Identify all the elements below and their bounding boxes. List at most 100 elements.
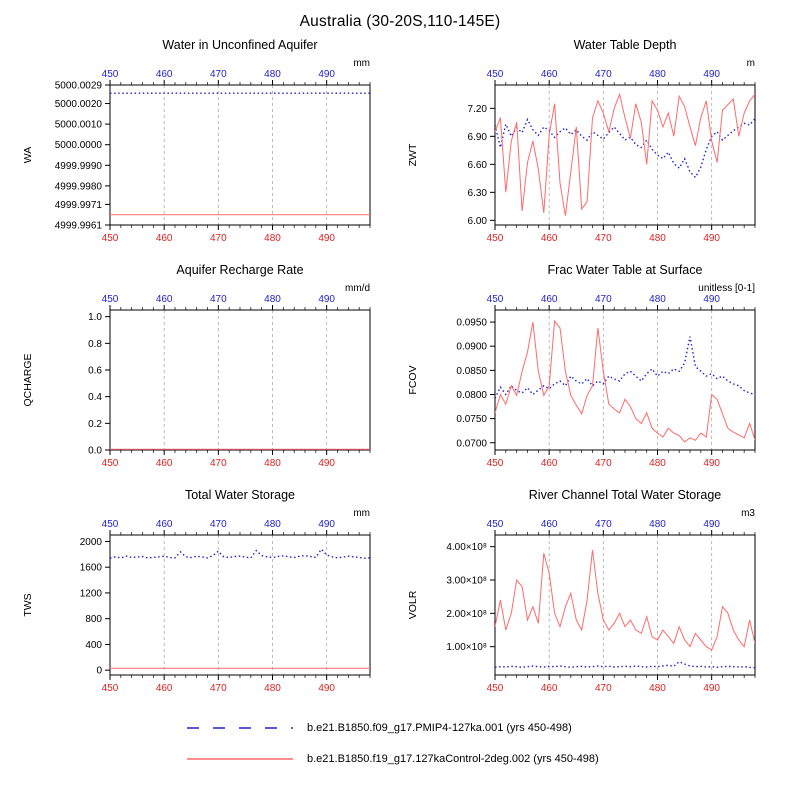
svg-text:mm/d: mm/d <box>345 283 370 294</box>
svg-text:470: 470 <box>210 233 227 244</box>
svg-text:River Channel Total Water Stor: River Channel Total Water Storage <box>529 488 722 502</box>
svg-text:ZWT: ZWT <box>407 143 419 166</box>
svg-text:unitless [0-1]: unitless [0-1] <box>698 283 755 294</box>
svg-text:480: 480 <box>264 683 281 694</box>
svg-text:7.20: 7.20 <box>468 104 488 115</box>
svg-text:400: 400 <box>85 640 102 651</box>
legend-label-pmip4: b.e21.B1850.f09_g17.PMIP4-127ka.001 (yrs… <box>307 722 572 734</box>
svg-text:WA: WA <box>22 147 34 164</box>
svg-text:m3: m3 <box>741 508 755 519</box>
svg-text:6.30: 6.30 <box>468 188 488 199</box>
svg-text:460: 460 <box>156 294 173 305</box>
svg-text:490: 490 <box>703 69 720 80</box>
svg-text:0.0: 0.0 <box>88 446 102 457</box>
svg-text:450: 450 <box>102 233 119 244</box>
svg-text:450: 450 <box>487 233 504 244</box>
svg-text:450: 450 <box>487 458 504 469</box>
svg-text:6.00: 6.00 <box>468 216 488 227</box>
legend-solid-line-sample <box>187 758 293 760</box>
svg-text:480: 480 <box>649 69 666 80</box>
svg-text:mm: mm <box>353 58 370 69</box>
chart-cell-fcov: 450 450 460 460 470 470 480 480 490 490 0.0700 0.07… <box>400 258 785 483</box>
svg-text:480: 480 <box>649 458 666 469</box>
svg-text:VOLR: VOLR <box>407 590 419 619</box>
svg-text:480: 480 <box>264 519 281 530</box>
svg-text:TWS: TWS <box>22 593 34 616</box>
chart-total-water-storage: 450 450 460 460 470 470 480 480 490 490 0 400 800 120… <box>22 488 371 694</box>
svg-text:460: 460 <box>156 683 173 694</box>
svg-text:1200: 1200 <box>80 588 103 599</box>
svg-text:460: 460 <box>156 458 173 469</box>
svg-text:470: 470 <box>210 69 227 80</box>
svg-text:470: 470 <box>595 519 612 530</box>
page-title: Australia (30-20S,110-145E) <box>299 13 501 30</box>
svg-text:480: 480 <box>649 519 666 530</box>
svg-text:460: 460 <box>541 683 558 694</box>
svg-text:490: 490 <box>703 294 720 305</box>
chart-cell-wa: 450 450 460 460 470 470 480 480 490 490 4999.9961 4… <box>15 33 400 258</box>
svg-text:470: 470 <box>595 683 612 694</box>
svg-text:490: 490 <box>318 458 335 469</box>
svg-text:460: 460 <box>541 519 558 530</box>
svg-text:2000: 2000 <box>80 537 103 548</box>
svg-text:Water Table Depth: Water Table Depth <box>574 38 677 52</box>
svg-text:0: 0 <box>96 666 102 677</box>
svg-text:470: 470 <box>210 683 227 694</box>
svg-text:470: 470 <box>595 294 612 305</box>
svg-text:2.00×10⁸: 2.00×10⁸ <box>446 609 487 620</box>
svg-text:480: 480 <box>649 294 666 305</box>
svg-text:0.2: 0.2 <box>88 419 102 430</box>
chart-water-table-depth: 450 450 460 460 470 470 480 480 490 490 6.00 6.30 6.… <box>407 38 756 244</box>
legend-dashed-line-sample <box>187 727 293 729</box>
svg-text:5000.0010: 5000.0010 <box>55 120 103 131</box>
svg-text:470: 470 <box>210 294 227 305</box>
svg-text:480: 480 <box>649 683 666 694</box>
plot-page: Australia (30-20S,110-145E) 450 450 460 460… <box>0 13 800 765</box>
svg-text:0.4: 0.4 <box>88 392 102 403</box>
svg-text:0.0750: 0.0750 <box>456 414 487 425</box>
svg-text:0.0850: 0.0850 <box>456 366 487 377</box>
svg-text:450: 450 <box>102 683 119 694</box>
chart-frac-water-table-surface: 450 450 460 460 470 470 480 480 490 490 0.0700 0.07… <box>407 263 756 469</box>
svg-text:5000.0020: 5000.0020 <box>55 99 103 110</box>
legend: b.e21.B1850.f09_g17.PMIP4-127ka.001 (yrs… <box>0 722 800 765</box>
svg-text:460: 460 <box>156 233 173 244</box>
svg-text:4999.9980: 4999.9980 <box>55 181 103 192</box>
chart-cell-volr: 450 450 460 460 470 470 480 480 490 490 1.00×10⁸ 2.… <box>400 483 785 708</box>
svg-text:480: 480 <box>264 458 281 469</box>
chart-cell-qcharge: 450 450 460 460 470 470 480 480 490 490 0.0 0.2 0.4 0… <box>15 258 400 483</box>
svg-text:4999.9961: 4999.9961 <box>55 221 103 232</box>
svg-text:490: 490 <box>703 458 720 469</box>
legend-entry-pmip4: b.e21.B1850.f09_g17.PMIP4-127ka.001 (yrs… <box>185 722 800 734</box>
svg-text:450: 450 <box>487 683 504 694</box>
chart-water-unconfined-aquifer: 450 450 460 460 470 470 480 480 490 490 4999.9961 4… <box>22 38 371 244</box>
svg-text:460: 460 <box>541 69 558 80</box>
svg-text:450: 450 <box>102 519 119 530</box>
svg-text:0.6: 0.6 <box>88 366 102 377</box>
svg-text:5000.0029: 5000.0029 <box>55 81 103 92</box>
svg-text:Frac Water Table at Surface: Frac Water Table at Surface <box>548 263 703 277</box>
svg-text:1600: 1600 <box>80 563 103 574</box>
svg-text:460: 460 <box>541 233 558 244</box>
svg-text:450: 450 <box>487 294 504 305</box>
svg-text:1.0: 1.0 <box>88 312 102 323</box>
svg-text:0.0950: 0.0950 <box>456 318 487 329</box>
svg-text:5000.0000: 5000.0000 <box>55 140 103 151</box>
legend-label-control: b.e21.B1850.f19_g17.127kaControl-2deg.00… <box>307 753 599 765</box>
svg-text:mm: mm <box>353 508 370 519</box>
svg-text:3.00×10⁸: 3.00×10⁸ <box>446 576 487 587</box>
chart-cell-zwt: 450 450 460 460 470 470 480 480 490 490 6.00 6.30 6.… <box>400 33 785 258</box>
svg-text:490: 490 <box>318 233 335 244</box>
svg-text:460: 460 <box>541 294 558 305</box>
chart-cell-tws: 450 450 460 460 470 470 480 480 490 490 0 400 800 120… <box>15 483 400 708</box>
svg-text:490: 490 <box>703 683 720 694</box>
svg-text:450: 450 <box>102 69 119 80</box>
svg-text:450: 450 <box>102 458 119 469</box>
svg-text:0.0800: 0.0800 <box>456 390 487 401</box>
svg-text:450: 450 <box>487 69 504 80</box>
svg-text:Total Water Storage: Total Water Storage <box>185 488 295 502</box>
svg-text:490: 490 <box>318 69 335 80</box>
svg-text:470: 470 <box>210 458 227 469</box>
svg-text:450: 450 <box>487 519 504 530</box>
svg-text:460: 460 <box>156 519 173 530</box>
